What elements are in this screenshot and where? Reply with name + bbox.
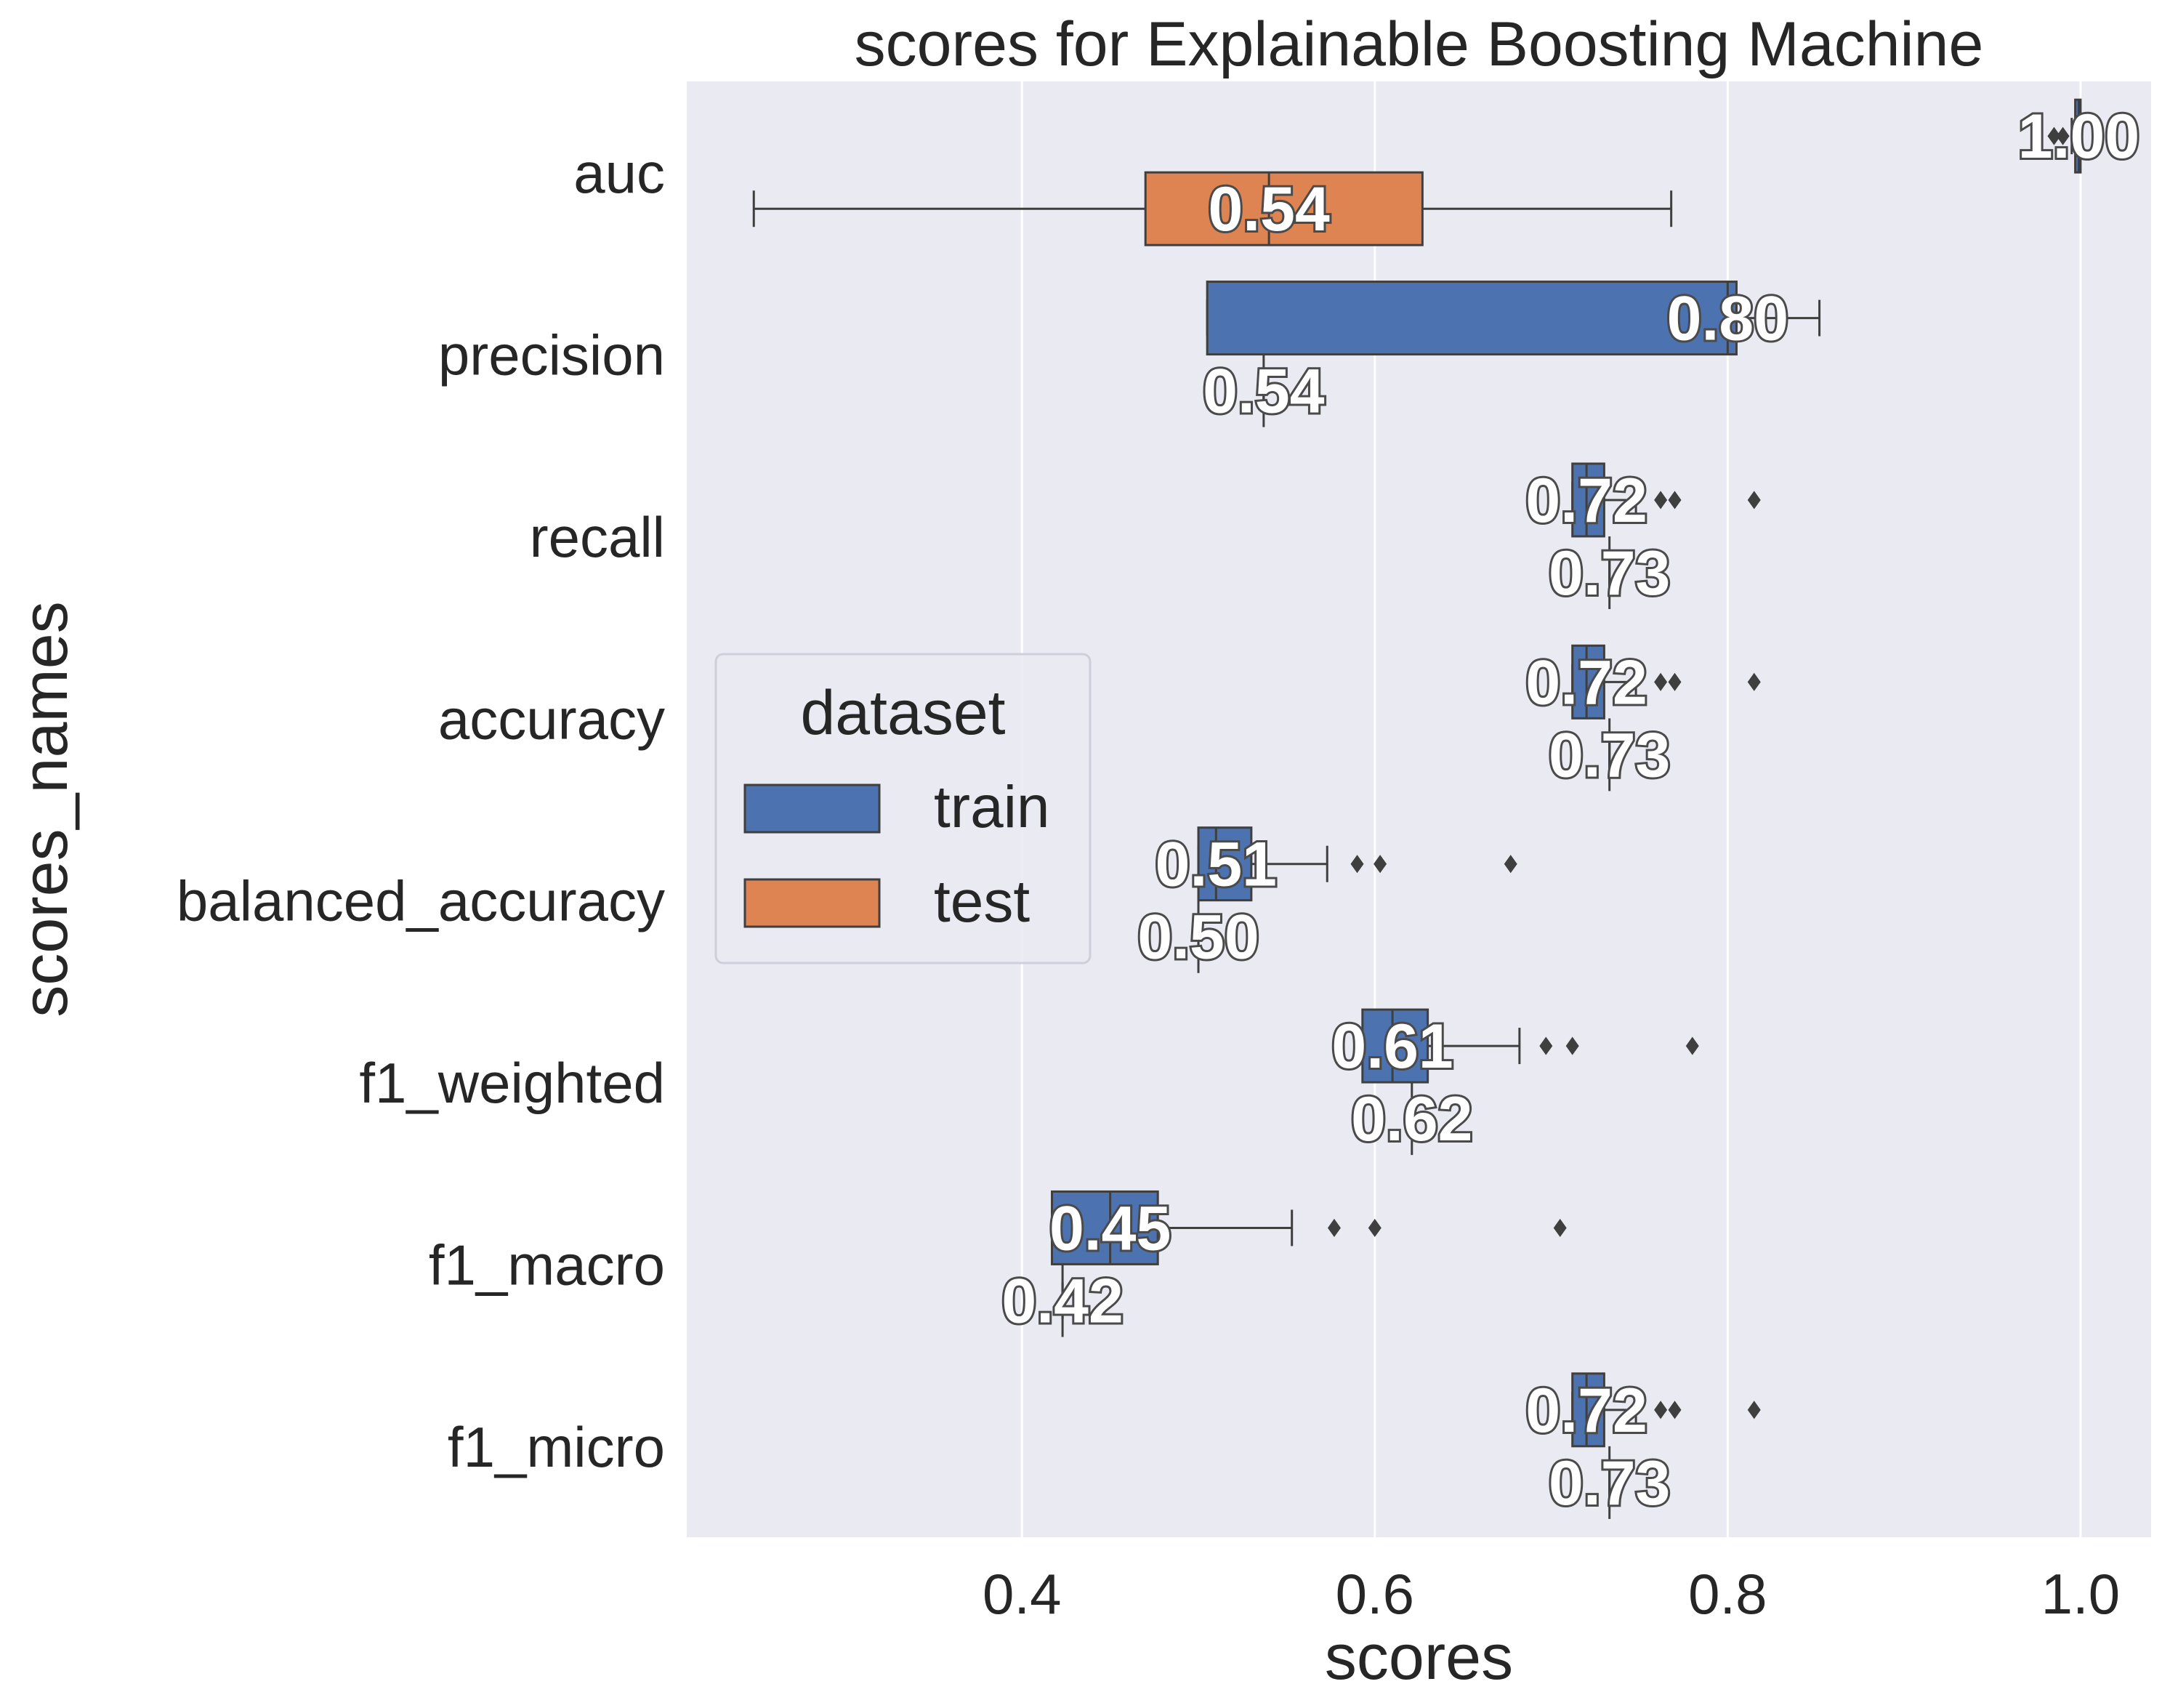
outlier-point — [1747, 1401, 1761, 1419]
box-body — [1206, 281, 1738, 356]
median-label: 0.62 — [1351, 1084, 1472, 1154]
legend-swatch-test — [743, 878, 881, 928]
median-label: 0.54 — [1208, 174, 1330, 244]
median-label: 0.73 — [1549, 1449, 1670, 1518]
box-test-auc — [752, 171, 1673, 246]
median-label: 0.42 — [1001, 1266, 1123, 1336]
y-tick-label: f1_weighted — [359, 1051, 665, 1115]
y-tick-label: recall — [530, 505, 665, 569]
median-label: 1.00 — [2018, 102, 2139, 172]
box-train-precision — [1206, 281, 1821, 356]
legend-swatch-train — [743, 783, 881, 834]
box-train-auc — [2047, 98, 2082, 174]
box-train-f1_weighted — [1361, 1008, 1699, 1084]
box-body — [1051, 1190, 1159, 1265]
median-label: 0.51 — [1155, 830, 1277, 900]
outlier-point — [1368, 1218, 1381, 1238]
outlier-point — [1539, 1036, 1553, 1055]
box-body — [1144, 171, 1424, 246]
x-tick-label: 1.0 — [2041, 1562, 2120, 1626]
outlier-point — [1685, 1036, 1699, 1055]
median-label: 0.61 — [1331, 1012, 1453, 1081]
y-tick-label: accuracy — [438, 687, 665, 751]
y-tick-label: precision — [438, 323, 665, 387]
box-train-f1_macro — [1051, 1190, 1567, 1265]
outlier-point — [1654, 491, 1668, 509]
outlier-point — [1504, 855, 1517, 874]
outlier-point — [1668, 672, 1682, 691]
y-tick-label: f1_micro — [448, 1415, 665, 1479]
median-label: 0.73 — [1549, 720, 1670, 790]
x-tick-label: 0.8 — [1688, 1562, 1767, 1626]
outlier-point — [1747, 672, 1761, 691]
legend-title: dataset — [800, 678, 1005, 748]
median-label: 0.72 — [1525, 466, 1647, 536]
y-axis-label: scores_names — [9, 601, 81, 1017]
legend-label-test: test — [934, 869, 1030, 935]
median-label: 0.72 — [1525, 1376, 1647, 1446]
box-body — [1361, 1008, 1429, 1084]
median-label: 0.45 — [1049, 1193, 1171, 1263]
median-label: 0.50 — [1137, 903, 1259, 972]
y-tick-label: auc — [573, 141, 665, 205]
outlier-point — [1654, 1401, 1668, 1419]
y-tick-label: balanced_accuracy — [177, 869, 665, 933]
box-train-f1_micro — [1571, 1372, 1761, 1448]
legend-label-train: train — [934, 774, 1050, 840]
outlier-point — [1350, 855, 1364, 874]
box-train-accuracy — [1571, 644, 1761, 720]
x-tick-label: 0.6 — [1336, 1562, 1414, 1626]
box-body — [1571, 644, 1605, 720]
outlier-point — [2056, 126, 2070, 145]
outlier-point — [2047, 126, 2061, 145]
outlier-point — [1654, 672, 1668, 691]
outlier-point — [1668, 1401, 1682, 1419]
outlier-point — [1374, 855, 1387, 874]
outlier-point — [1668, 491, 1682, 509]
outlier-point — [1565, 1036, 1579, 1055]
y-tick-label: f1_macro — [429, 1233, 665, 1297]
outlier-point — [1747, 491, 1761, 509]
median-label: 0.80 — [1667, 284, 1788, 354]
x-axis-label: scores — [1325, 1621, 1513, 1693]
median-label: 0.72 — [1525, 648, 1647, 717]
box-body — [1571, 462, 1605, 538]
box-body — [1571, 1372, 1605, 1448]
box-train-recall — [1571, 462, 1761, 538]
box-body — [1197, 826, 1253, 902]
median-label: 0.73 — [1549, 539, 1670, 608]
outlier-point — [1553, 1218, 1567, 1238]
chart-title: scores for Explainable Boosting Machine — [855, 9, 1984, 79]
box-train-balanced_accuracy — [1197, 826, 1517, 902]
outlier-point — [1327, 1218, 1341, 1238]
x-tick-label: 0.4 — [983, 1562, 1061, 1626]
median-label: 0.54 — [1203, 357, 1325, 427]
